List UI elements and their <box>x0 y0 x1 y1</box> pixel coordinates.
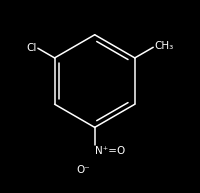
Text: CH₃: CH₃ <box>153 41 173 51</box>
Text: N⁺=O: N⁺=O <box>94 146 124 156</box>
Text: Cl: Cl <box>26 43 37 53</box>
Text: O⁻: O⁻ <box>76 165 90 175</box>
